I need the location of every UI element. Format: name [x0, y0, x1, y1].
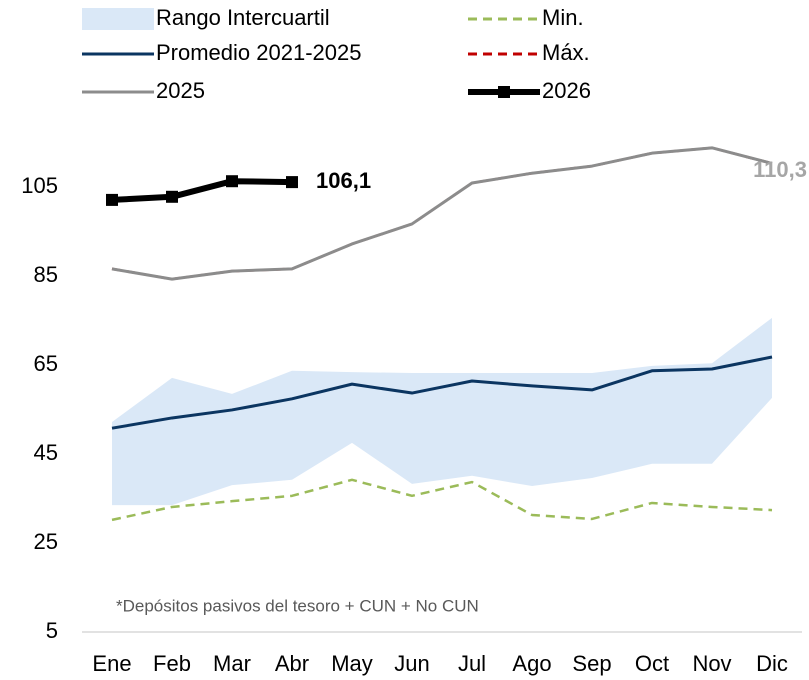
x-tick-label: Feb: [153, 651, 191, 676]
series-line: [111, 178, 293, 203]
legend-marker: [498, 86, 510, 98]
legend-label: Rango Intercuartil: [156, 5, 330, 30]
legend-label: Máx.: [542, 40, 590, 65]
y-tick-label: 65: [34, 351, 58, 376]
legend-label: 2026: [542, 78, 591, 103]
legend-label: Promedio 2021-2025: [156, 40, 361, 65]
x-tick-label: May: [331, 651, 373, 676]
x-tick-label: Jun: [394, 651, 429, 676]
value-label: 106,1: [316, 168, 371, 193]
x-tick-label: Sep: [572, 651, 611, 676]
y-tick-label: 5: [46, 618, 58, 643]
marker: [286, 176, 298, 189]
legend-label: 2025: [156, 78, 205, 103]
x-tick-label: Nov: [692, 651, 731, 676]
x-tick-label: Mar: [213, 651, 251, 676]
series-line: [111, 146, 773, 281]
x-tick-label: Abr: [275, 651, 309, 676]
marker: [166, 190, 178, 203]
series-line: [111, 355, 773, 430]
series-line: [111, 478, 773, 522]
x-tick-label: Jul: [458, 651, 486, 676]
annotation: *Depósitos pasivos del tesoro + CUN + No…: [116, 596, 479, 615]
legend-label: Min.: [542, 5, 584, 30]
x-tick-label: Ene: [92, 651, 131, 676]
marker: [226, 175, 238, 188]
y-tick-label: 105: [21, 173, 58, 198]
y-tick-label: 25: [34, 529, 58, 554]
series-line: [111, 146, 773, 281]
y-tick-label: 85: [34, 262, 58, 287]
y-tick-label: 45: [34, 440, 58, 465]
x-tick-label: Ago: [512, 651, 551, 676]
value-label: 110,3: [753, 157, 807, 182]
x-tick-label: Oct: [635, 651, 669, 676]
legend-swatch: [82, 8, 154, 30]
marker: [106, 193, 118, 206]
iqr-area: [112, 317, 772, 506]
x-tick-label: Dic: [756, 651, 788, 676]
